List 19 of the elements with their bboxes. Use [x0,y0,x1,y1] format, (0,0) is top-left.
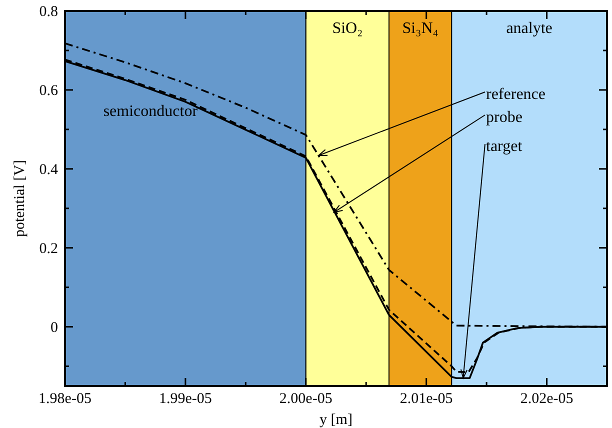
annotation: reference [486,86,546,103]
band-label: SiO₂ [332,20,363,37]
y-tick-label: 0.2 [39,240,58,257]
y-tick-label: 0 [50,320,58,336]
x-tick-label: 1.99e-05 [158,391,212,407]
band-label: Si₃N₄ [402,20,439,37]
x-tick-label: 2.00e-05 [279,391,332,407]
y-tick-label: 0.6 [39,82,58,99]
annotation: target [486,138,523,155]
band-label: analyte [506,20,552,37]
y-tick-label: 0.4 [39,162,58,178]
y-tick-label: 0.8 [39,4,58,20]
x-tick-label: 1.98e-05 [38,391,92,407]
band-label: semiconductor [103,103,198,120]
y-axis-title: potential [V] [12,160,28,238]
annotation: probe [486,109,522,126]
x-tick-label: 2.02e-05 [520,391,574,407]
x-axis-title: y [m] [320,412,352,428]
x-tick-label: 2.01e-05 [400,391,453,407]
